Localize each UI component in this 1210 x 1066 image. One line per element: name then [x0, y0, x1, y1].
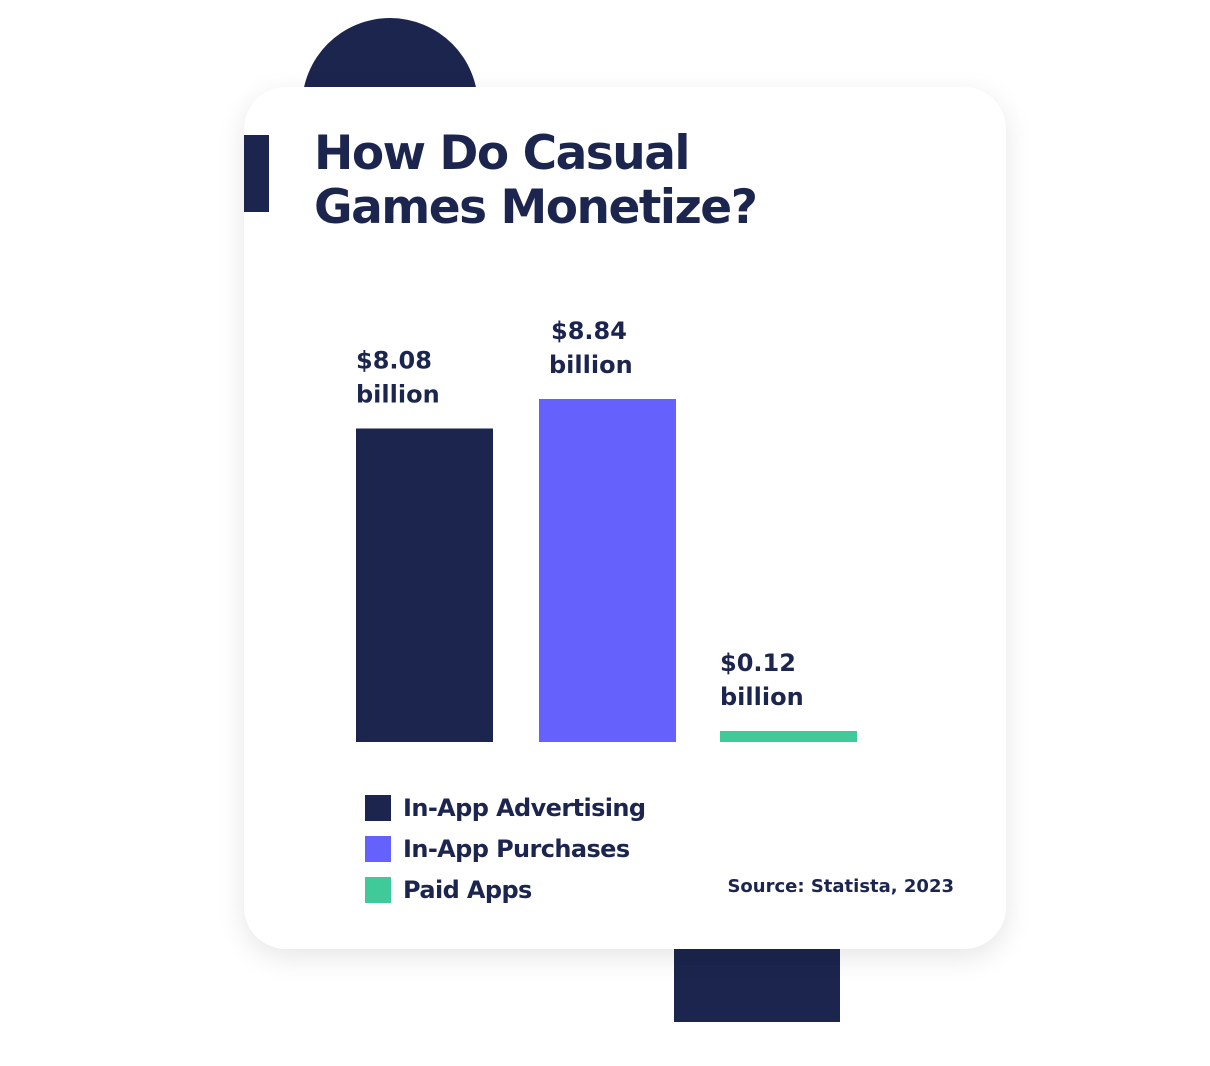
legend-swatch: [365, 876, 391, 903]
legend-label: In-App Purchases: [403, 834, 630, 863]
bar-in-app-advertising: [356, 428, 493, 742]
legend-label: In-App Advertising: [403, 793, 646, 822]
title-accent-bar: [244, 135, 269, 212]
chart-legend: In-App Advertising In-App Purchases Paid…: [365, 787, 646, 910]
bar-value-label: $8.08: [356, 346, 432, 374]
legend-item-in-app-purchases: In-App Purchases: [365, 828, 645, 869]
legend-item-in-app-advertising: In-App Advertising: [365, 787, 646, 828]
bar-unit-label: billion: [720, 683, 804, 711]
bar-unit-label: billion: [356, 380, 440, 408]
bar-paid-apps: [720, 731, 857, 742]
bar-in-app-purchases: [539, 399, 676, 742]
legend-item-paid-apps: Paid Apps: [365, 869, 645, 910]
chart-title: How Do Casual Games Monetize?: [314, 126, 758, 235]
source-note: Source: Statista, 2023: [727, 876, 954, 897]
legend-label: Paid Apps: [403, 875, 532, 904]
chart-card: How Do Casual Games Monetize? $8.08 billi…: [244, 87, 1006, 949]
bar-value-label: $8.84: [551, 317, 627, 345]
bar-value-label: $0.12: [720, 649, 796, 677]
bar-chart: $8.08 billion $8.84 billion $0.12 billion: [356, 317, 857, 742]
bar-unit-label: billion: [549, 351, 633, 379]
legend-swatch: [365, 794, 391, 821]
legend-swatch: [365, 835, 391, 862]
